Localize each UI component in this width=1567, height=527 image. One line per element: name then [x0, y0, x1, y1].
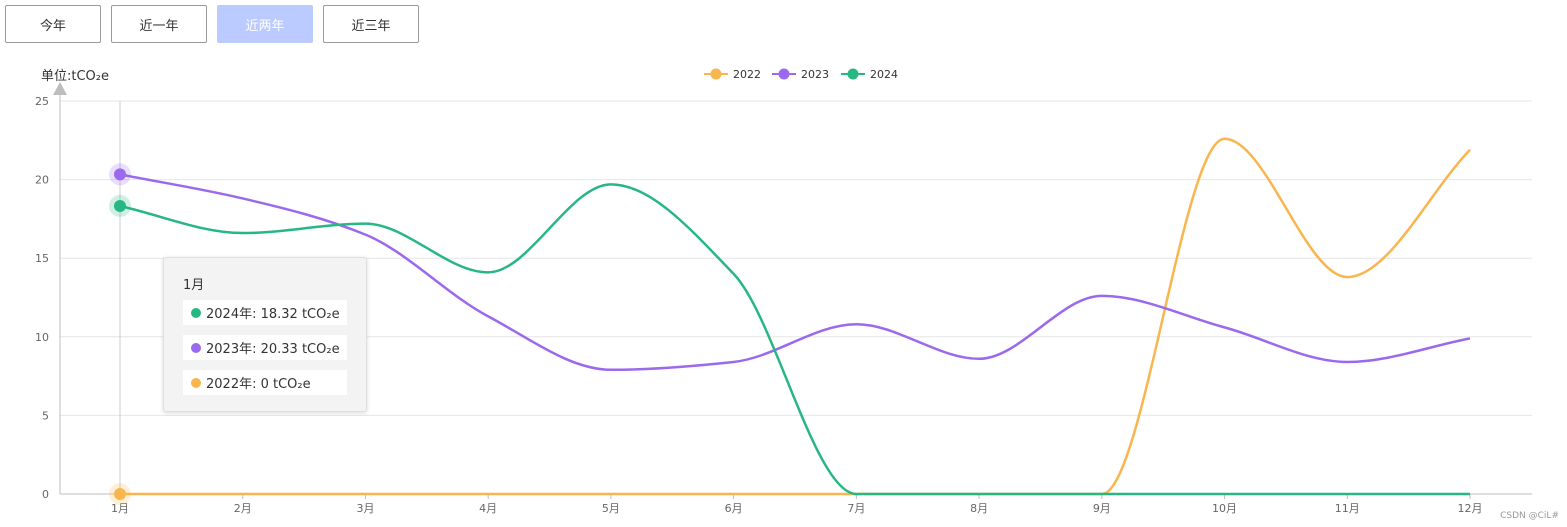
x-tick-label: 6月	[725, 502, 743, 515]
x-tick-label: 12月	[1458, 502, 1483, 515]
x-tick-label: 10月	[1212, 502, 1237, 515]
tab-last-two-years[interactable]: 近两年	[217, 5, 313, 43]
tooltip-row-text: 2023年: 20.33 tCO₂e	[206, 342, 340, 357]
x-tick-label: 11月	[1335, 502, 1360, 515]
x-tick-label: 8月	[970, 502, 988, 515]
chart-tooltip: 1月 2024年: 18.32 tCO₂e 2023年: 20.33 tCO₂e…	[163, 257, 367, 412]
tooltip-dot-icon	[191, 377, 201, 388]
time-range-tabs: 今年 近一年 近两年 近三年	[5, 5, 419, 43]
y-tick-label: 15	[35, 252, 49, 265]
y-tick-label: 5	[42, 409, 49, 422]
data-point-2024	[114, 200, 126, 213]
legend-marker-2024	[847, 68, 859, 80]
data-point-2023	[114, 168, 126, 181]
tooltip-row-2023: 2023年: 20.33 tCO₂e	[183, 335, 347, 360]
y-tick-label: 25	[35, 95, 49, 108]
tooltip-row-text: 2024年: 18.32 tCO₂e	[206, 307, 340, 322]
tab-last-three-years[interactable]: 近三年	[323, 5, 419, 43]
legend-label-2022: 2022	[733, 68, 761, 81]
tab-last-one-year[interactable]: 近一年	[111, 5, 207, 43]
data-point-2022	[114, 488, 126, 500]
watermark: CSDN @CiL#	[1500, 511, 1559, 521]
y-tick-label: 0	[42, 488, 49, 501]
tooltip-dot-icon	[191, 307, 201, 318]
tooltip-dot-icon	[191, 342, 201, 353]
tooltip-title: 1月	[183, 278, 205, 293]
tooltip-row-2022: 2022年: 0 tCO₂e	[183, 370, 347, 395]
series-line-2023	[119, 173, 1471, 372]
tooltip-row-2024: 2024年: 18.32 tCO₂e	[183, 300, 347, 325]
legend-marker-2022	[710, 68, 722, 80]
y-axis-label: 单位:tCO₂e	[41, 69, 109, 84]
legend-label-2023: 2023	[801, 68, 829, 81]
x-tick-label: 7月	[847, 502, 865, 515]
x-tick-label: 3月	[356, 502, 374, 515]
x-tick-label: 5月	[602, 502, 620, 515]
x-tick-label: 4月	[479, 502, 497, 515]
tab-this-year[interactable]: 今年	[5, 5, 101, 43]
y-tick-label: 20	[35, 174, 49, 187]
legend-label-2024: 2024	[870, 68, 898, 81]
x-tick-label: 2月	[234, 502, 252, 515]
legend-marker-2023	[778, 68, 790, 80]
x-tick-label: 1月	[111, 502, 129, 515]
x-tick-label: 9月	[1093, 502, 1111, 515]
y-tick-label: 10	[35, 331, 49, 344]
series-line-2024	[119, 183, 1470, 496]
y-axis-arrow-icon	[53, 82, 67, 95]
tooltip-row-text: 2022年: 0 tCO₂e	[206, 377, 311, 392]
